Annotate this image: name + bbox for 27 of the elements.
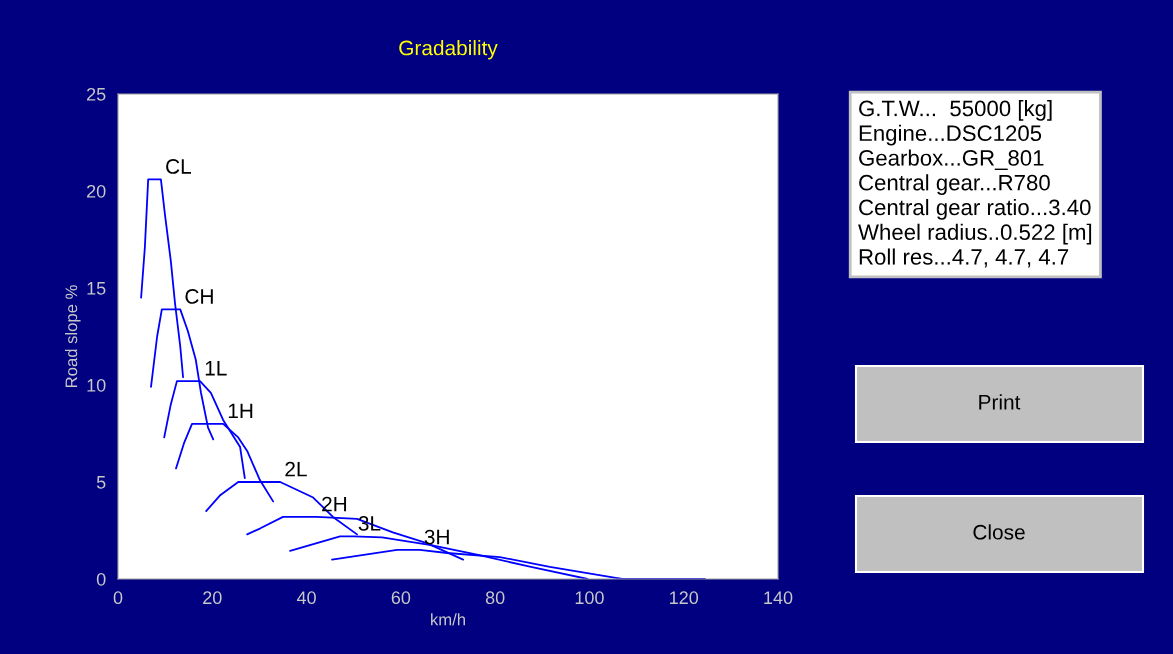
y-tick-label: 20 xyxy=(87,184,106,198)
series-label: 2L xyxy=(285,461,307,477)
text: G.T.W... 55000 [kg] Engine...DSC1205 Gearbox...GR_801 Central gear...R780 Central gear ratio...3.40 Wheel radius..0.522 [m] Roll res...4.7, 4.7, 4.7 xyxy=(858,100,1092,268)
chart-title: Gradability xyxy=(399,40,498,60)
y-tick-label: 0 xyxy=(96,572,106,586)
series-label: 1H xyxy=(228,403,253,419)
y-tick-label: 10 xyxy=(87,378,106,392)
x-tick-label: 140 xyxy=(764,591,793,605)
x-tick-label: 40 xyxy=(296,591,316,605)
series-label: 3H xyxy=(424,529,449,545)
x-tick-label: 60 xyxy=(391,591,411,605)
x-axis-title: km/h xyxy=(431,613,465,626)
x-tick-label: 120 xyxy=(670,591,699,605)
series-label: CH xyxy=(185,289,213,304)
series-label: CL xyxy=(166,159,192,174)
y-tick-label: 5 xyxy=(96,476,106,489)
text: Close xyxy=(973,524,1025,540)
y-tick-label: 15 xyxy=(87,282,106,295)
series-label: 2H xyxy=(322,496,347,512)
x-tick-label: 80 xyxy=(485,591,505,605)
x-tick-label: 20 xyxy=(203,591,222,605)
series-label: 1L xyxy=(205,361,227,376)
x-tick-label: 0 xyxy=(113,591,123,605)
y-tick-label: 25 xyxy=(87,87,106,101)
y-axis-title: Road slope % xyxy=(65,285,81,388)
text: Print xyxy=(979,394,1021,410)
x-tick-label: 100 xyxy=(575,591,604,605)
